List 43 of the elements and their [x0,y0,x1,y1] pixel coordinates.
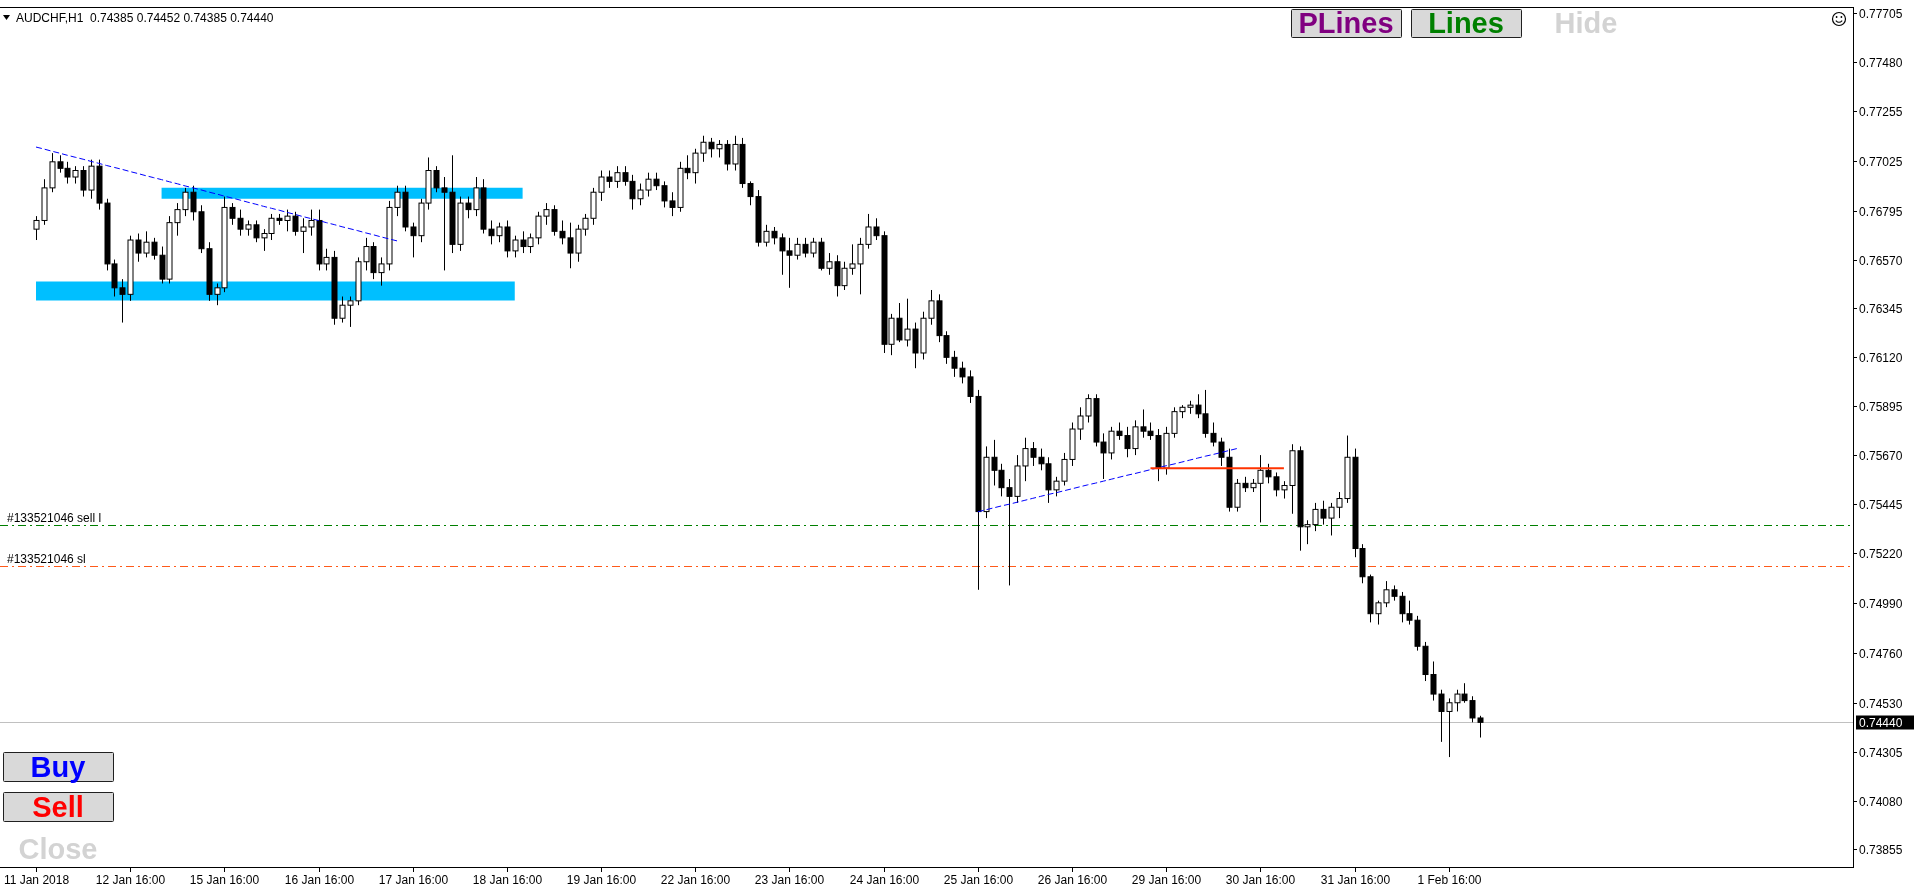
x-tick-label: 15 Jan 16:00 [189,873,260,887]
y-tick-label: 0.75670 [1859,448,1903,463]
annotation: PLines [1298,7,1394,39]
y-tick-label: 0.76120 [1859,350,1903,365]
x-tick-label: 29 Jan 16:00 [1131,873,1202,887]
line-series [35,146,398,242]
y-tick-label: 0.77255 [1859,104,1903,119]
annotation: Buy [30,751,86,783]
y-tick-label: 0.75895 [1859,399,1903,414]
x-tick-label: 12 Jan 16:00 [95,873,166,887]
y-tick-label: 0.74990 [1859,596,1903,611]
x-tick-label: 16 Jan 16:00 [284,873,355,887]
x-tick-label: 11 Jan 2018 [3,873,70,887]
annotation: Sell [32,791,84,823]
y-tick-label: 0.75220 [1859,546,1903,561]
y-tick-label: 0.77025 [1859,154,1903,169]
y-tick-label: 0.74305 [1859,745,1903,760]
x-tick-label: 22 Jan 16:00 [660,873,731,887]
x-tick-label: 25 Jan 16:00 [943,873,1014,887]
y-tick-label: 0.77705 [1859,6,1903,21]
x-tick-label: 24 Jan 16:00 [849,873,920,887]
ref-line-label: #133521046 sell l [7,510,102,525]
x-tick-label: 30 Jan 16:00 [1225,873,1296,887]
ref-line-label: #133521046 sl [7,551,86,566]
y-tick-label: 0.74530 [1859,696,1903,711]
y-tick-label: 0.76345 [1859,301,1903,316]
x-tick-label: 31 Jan 16:00 [1320,873,1391,887]
x-tick-label: 23 Jan 16:00 [754,873,825,887]
annotation: Lines [1428,7,1504,39]
y-tick-label: 0.76795 [1859,204,1903,219]
ref-line-label: 0.74440 [1859,715,1903,730]
chart-title: AUDCHF,H1 0.74385 0.74452 0.74385 0.74440 [16,11,274,25]
x-tick-label: 1 Feb 16:00 [1417,873,1482,887]
y-tick-label: 0.74080 [1859,794,1903,809]
x-tick-label: 17 Jan 16:00 [378,873,449,887]
x-tick-label: 18 Jan 16:00 [472,873,543,887]
y-tick-label: 0.77480 [1859,55,1903,70]
y-tick-label: 0.73855 [1859,842,1903,857]
x-tick-label: 19 Jan 16:00 [566,873,637,887]
y-tick-label: 0.75445 [1859,497,1903,512]
y-tick-label: 0.76570 [1859,253,1903,268]
y-tick-label: 0.74760 [1859,646,1903,661]
x-tick-label: 26 Jan 16:00 [1037,873,1108,887]
